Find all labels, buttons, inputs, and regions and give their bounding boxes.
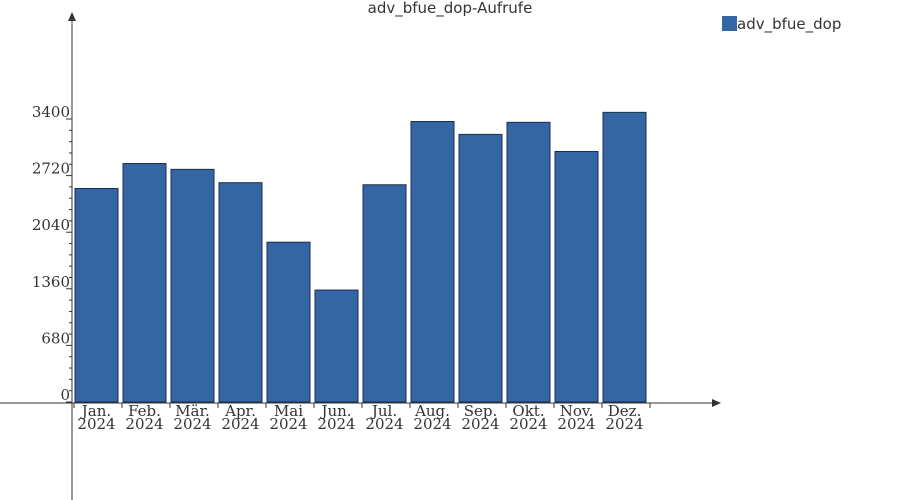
- y-tick-label: 2720: [32, 160, 70, 178]
- x-tick-label: Okt. 2024: [509, 402, 547, 433]
- bar-jun: [314, 289, 359, 403]
- x-tick-label: Mai 2024: [269, 402, 307, 433]
- y-tick-label: 3400: [32, 103, 70, 121]
- x-tick-label: Aug. 2024: [413, 402, 451, 433]
- bar-sep: [458, 133, 503, 403]
- x-axis-arrow: [712, 399, 721, 407]
- bar-aug: [410, 120, 455, 403]
- x-axis-ticks: Jan. 2024 Feb. 2024 Mär. 2024 Apr. 2024 Mai 2024 J…: [73, 402, 651, 433]
- axes: [0, 12, 721, 500]
- y-tick-label: 680: [41, 329, 70, 347]
- x-tick-label: Feb. 2024: [125, 402, 163, 433]
- chart-title: adv_bfue_dop-Aufrufe: [368, 0, 533, 18]
- bars: [74, 111, 647, 403]
- y-axis-arrow: [68, 12, 76, 21]
- legend-label: adv_bfue_dop: [737, 15, 841, 34]
- x-tick-label: Jan. 2024: [77, 402, 115, 433]
- y-axis-ticks: 0 680 1360 2040 2720 3400: [32, 103, 72, 404]
- bar-dez: [602, 111, 647, 403]
- x-tick-label: Jul. 2024: [365, 402, 403, 433]
- bar-apr: [218, 182, 263, 403]
- bar-feb: [122, 163, 167, 403]
- x-tick-label: Nov. 2024: [557, 402, 595, 433]
- bar-jul: [362, 184, 407, 403]
- y-tick-label: 0: [60, 386, 70, 404]
- legend-swatch: [722, 16, 737, 31]
- x-tick-label: Dez. 2024: [605, 402, 643, 433]
- bar-nov: [554, 150, 599, 403]
- x-tick-label: Apr. 2024: [221, 402, 259, 433]
- x-tick-label: Mär. 2024: [173, 402, 211, 433]
- legend: adv_bfue_dop: [722, 15, 841, 34]
- bar-okt: [506, 121, 551, 403]
- x-tick-label: Jun. 2024: [317, 402, 355, 433]
- bar-jan: [74, 188, 119, 403]
- y-tick-label: 1360: [32, 273, 70, 291]
- y-tick-label: 2040: [32, 216, 70, 234]
- bar-mr: [170, 168, 215, 403]
- bar-mai: [266, 241, 311, 403]
- x-tick-label: Sep. 2024: [461, 402, 499, 433]
